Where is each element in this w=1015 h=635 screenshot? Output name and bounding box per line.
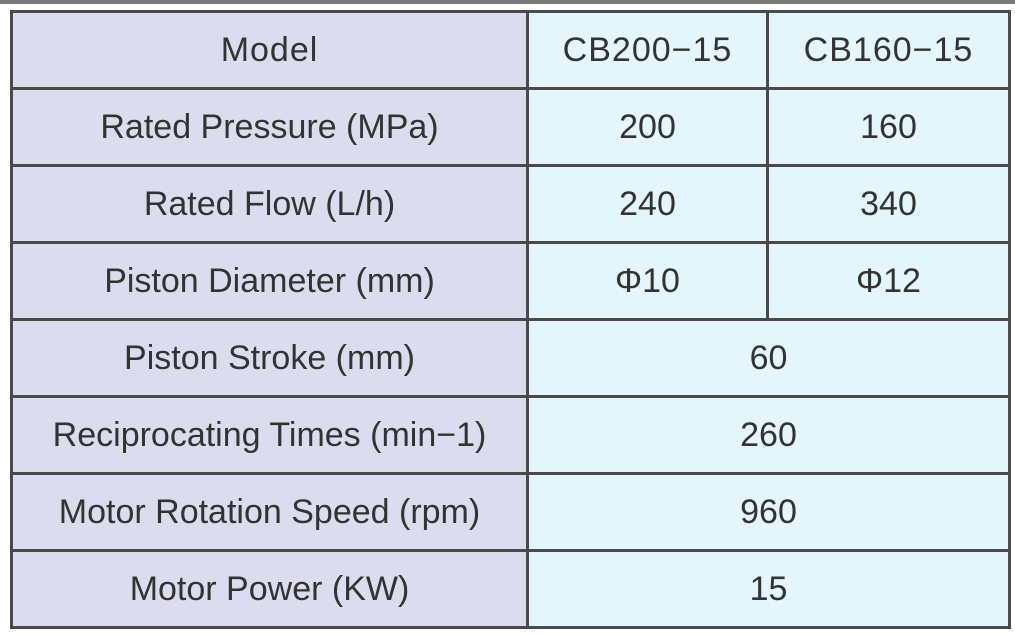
cell-cb160: 160 — [766, 87, 1011, 167]
row-label: Motor Power (KW) — [10, 549, 529, 629]
table-row-motor-rotation-speed: Motor Rotation Speed (rpm) 960 — [10, 472, 1011, 552]
table-row-piston-stroke: Piston Stroke (mm) 60 — [10, 318, 1011, 398]
cell-cb200: 240 — [526, 164, 769, 244]
header-row: Model CB200−15 CB160−15 — [10, 10, 1011, 90]
top-rule — [0, 0, 1015, 4]
row-label: Motor Rotation Speed (rpm) — [10, 472, 529, 552]
row-label: Rated Pressure (MPa) — [10, 87, 529, 167]
cell-cb160: Φ12 — [766, 241, 1011, 321]
table-row-piston-diameter: Piston Diameter (mm) Φ10 Φ12 — [10, 241, 1011, 321]
cell-cb200: 200 — [526, 87, 769, 167]
cell-shared: 260 — [526, 395, 1011, 475]
table-row-rated-pressure: Rated Pressure (MPa) 200 160 — [10, 87, 1011, 167]
specification-table: Model CB200−15 CB160−15 Rated Pressure (… — [10, 10, 1011, 629]
row-label: Reciprocating Times (min−1) — [10, 395, 529, 475]
cell-cb200: Φ10 — [526, 241, 769, 321]
row-label: Piston Diameter (mm) — [10, 241, 529, 321]
cell-shared: 960 — [526, 472, 1011, 552]
row-label: Rated Flow (L/h) — [10, 164, 529, 244]
cell-shared: 60 — [526, 318, 1011, 398]
model-header-cb160: CB160−15 — [766, 10, 1011, 90]
table-row-rated-flow: Rated Flow (L/h) 240 340 — [10, 164, 1011, 244]
cell-cb160: 340 — [766, 164, 1011, 244]
table-row-reciprocating-times: Reciprocating Times (min−1) 260 — [10, 395, 1011, 475]
model-header-cb200: CB200−15 — [526, 10, 769, 90]
table-row-motor-power: Motor Power (KW) 15 — [10, 549, 1011, 629]
model-header-label: Model — [10, 10, 529, 90]
cell-shared: 15 — [526, 549, 1011, 629]
row-label: Piston Stroke (mm) — [10, 318, 529, 398]
